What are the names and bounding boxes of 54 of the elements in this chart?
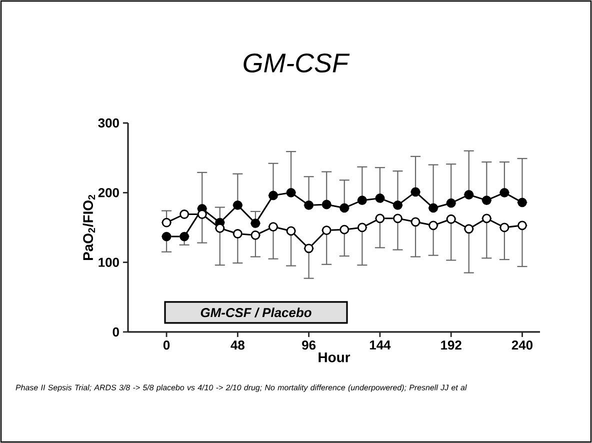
point — [180, 210, 190, 219]
point — [446, 214, 456, 224]
point — [162, 232, 172, 242]
point — [482, 214, 492, 224]
point — [446, 198, 456, 208]
point — [286, 188, 296, 198]
point — [340, 224, 350, 234]
point — [232, 200, 242, 210]
point — [410, 187, 420, 197]
point — [180, 232, 190, 242]
point — [250, 230, 260, 240]
point — [268, 222, 278, 232]
point — [518, 198, 527, 208]
point — [375, 214, 385, 224]
point — [215, 223, 225, 233]
point — [304, 244, 314, 254]
point — [357, 196, 367, 206]
point — [393, 214, 402, 224]
y-axis-title: PaO$_{2}$/FIO$_{2}$ — [82, 194, 96, 260]
point — [375, 194, 385, 203]
point — [304, 200, 314, 210]
point — [518, 220, 527, 230]
x-tick-label: 48 — [230, 340, 244, 350]
point — [162, 218, 172, 228]
annotation: GM-CSF / Placebo — [200, 308, 312, 318]
point — [482, 196, 492, 206]
y-tick-label: 0 — [112, 327, 119, 337]
y-tick-label: 100 — [98, 258, 119, 267]
point — [428, 220, 438, 230]
point — [500, 222, 510, 232]
point — [464, 190, 474, 200]
point — [232, 229, 242, 238]
x-tick-label: 96 — [302, 340, 316, 350]
x-axis-title: Hour — [318, 352, 350, 362]
point — [268, 190, 278, 200]
y-tick-label: 200 — [98, 188, 119, 198]
chart-title: GM-CSF — [244, 53, 350, 73]
point — [250, 218, 260, 228]
point — [393, 200, 402, 210]
y-tick-label: 300 — [98, 118, 119, 128]
x-tick-label: 192 — [441, 340, 462, 350]
x-tick-label: 144 — [370, 340, 391, 350]
point — [428, 203, 438, 213]
point — [197, 210, 207, 219]
point — [322, 200, 332, 210]
point — [410, 217, 420, 227]
point — [500, 188, 510, 198]
x-tick-label: 0 — [163, 340, 170, 350]
point — [340, 203, 350, 213]
point — [286, 226, 296, 236]
point — [464, 224, 474, 234]
point — [322, 226, 332, 235]
x-tick-label: 240 — [512, 340, 532, 350]
point — [357, 222, 367, 232]
